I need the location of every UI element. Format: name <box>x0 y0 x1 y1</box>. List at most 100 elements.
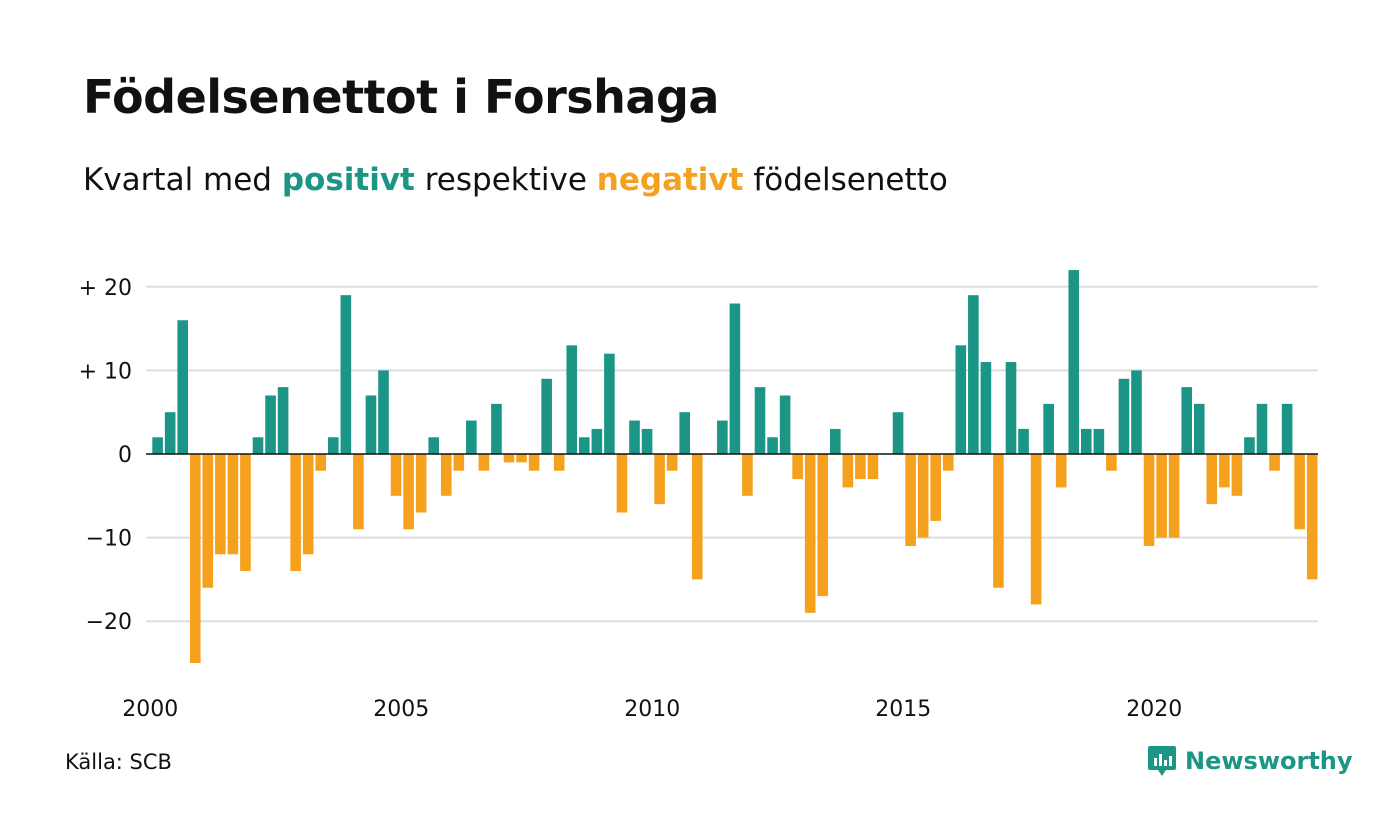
bar <box>302 454 314 555</box>
bar <box>1018 428 1029 454</box>
bar <box>679 412 690 454</box>
bar <box>579 437 590 454</box>
y-tick-label: 0 <box>118 443 132 468</box>
bar <box>641 428 653 454</box>
bar <box>616 454 628 513</box>
bar <box>1206 454 1218 505</box>
axes: + 20 + 10 0 −10 −20 2000 2005 2010 2015 2020 <box>79 276 1318 722</box>
bar <box>742 454 753 496</box>
bar <box>1143 454 1155 546</box>
bar <box>566 345 578 454</box>
bar <box>955 345 967 454</box>
bar <box>1231 454 1243 496</box>
chart-title: Födelsenettot i Forshaga <box>83 70 719 124</box>
bar <box>1256 403 1268 454</box>
bar <box>717 420 728 454</box>
subtitle-suffix: födelsenetto <box>743 162 948 198</box>
bar <box>365 395 377 454</box>
bar <box>729 303 741 454</box>
brand-logo[interactable]: Newsworthy <box>1147 744 1353 778</box>
bar <box>1269 454 1280 471</box>
bar <box>189 454 201 663</box>
bar <box>215 454 226 555</box>
bar <box>1093 428 1105 454</box>
bar <box>842 454 854 488</box>
bar <box>767 437 778 454</box>
bar <box>604 353 615 454</box>
bar <box>290 454 301 572</box>
bar <box>666 454 678 471</box>
y-tick-label: + 10 <box>79 359 132 384</box>
bar <box>930 454 941 521</box>
bar <box>980 362 992 454</box>
y-tick-label: −10 <box>86 527 132 552</box>
bar <box>252 437 264 454</box>
bar <box>1181 387 1192 454</box>
bar <box>1294 454 1305 530</box>
bar <box>152 437 163 454</box>
bar <box>415 454 427 513</box>
bar <box>1193 403 1205 454</box>
bar <box>830 428 841 454</box>
bar <box>968 295 979 454</box>
bar <box>516 454 527 463</box>
bar <box>1043 403 1054 454</box>
bar <box>1281 403 1293 454</box>
bar <box>993 454 1004 588</box>
bar <box>440 454 452 496</box>
bar <box>792 454 803 480</box>
bar <box>164 412 176 454</box>
x-tick-label: 2020 <box>1126 697 1182 722</box>
bar <box>478 454 490 471</box>
bar <box>390 454 402 496</box>
bar <box>754 387 766 454</box>
bar <box>553 454 565 471</box>
bar <box>328 437 339 454</box>
bar <box>403 454 414 530</box>
brand-name: Newsworthy <box>1185 747 1353 775</box>
source-label: Källa: SCB <box>65 750 172 774</box>
bar <box>867 454 879 480</box>
subtitle-mid: respektive <box>414 162 597 198</box>
bar <box>1131 370 1142 454</box>
bar <box>892 412 904 454</box>
bar <box>1068 270 1080 454</box>
newsworthy-chart-icon <box>1148 746 1176 776</box>
bar <box>1168 454 1180 538</box>
bar <box>905 454 916 546</box>
x-tick-label: 2005 <box>373 697 429 722</box>
bar <box>428 437 439 454</box>
subtitle-prefix: Kvartal med <box>83 162 282 198</box>
bar <box>378 370 389 454</box>
bar <box>1106 454 1117 471</box>
bar <box>1005 362 1017 454</box>
bars <box>152 270 1318 663</box>
x-tick-label: 2015 <box>875 697 931 722</box>
bar <box>654 454 665 505</box>
bar <box>1055 454 1067 488</box>
bar <box>942 454 954 471</box>
bar <box>855 454 866 480</box>
bar <box>315 454 327 471</box>
subtitle-negative: negativt <box>596 162 744 198</box>
subtitle-positive: positivt <box>281 162 415 198</box>
bar <box>779 395 791 454</box>
bar <box>1244 437 1255 454</box>
x-tick-label: 2010 <box>624 697 680 722</box>
bar <box>227 454 239 555</box>
bar <box>1030 454 1042 605</box>
bar <box>917 454 929 538</box>
bar <box>240 454 251 572</box>
y-tick-label: + 20 <box>79 276 132 301</box>
y-tick-label: −20 <box>86 610 132 635</box>
bar <box>277 387 289 454</box>
bar <box>202 454 214 588</box>
bar <box>503 454 515 463</box>
bar <box>804 454 816 613</box>
bar <box>453 454 465 471</box>
bar <box>491 403 502 454</box>
bar <box>466 420 477 454</box>
bar <box>591 428 603 454</box>
x-tick-label: 2000 <box>122 697 178 722</box>
